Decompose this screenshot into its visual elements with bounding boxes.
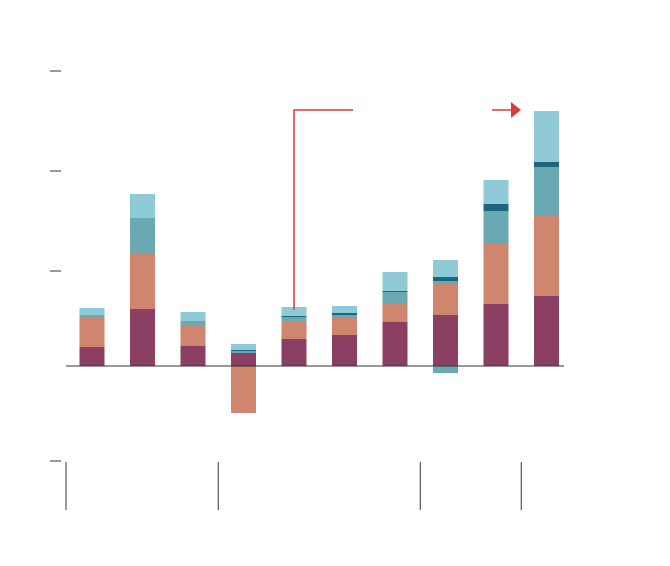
bar-3-segment-5	[180, 312, 206, 321]
bar-9-segment-1	[483, 304, 509, 366]
bar-8-segment-1	[433, 315, 458, 366]
bar-1-segment-5	[79, 308, 105, 315]
bar-5-segment-2	[281, 321, 307, 339]
bar-2-segment-2	[130, 254, 155, 309]
bar-8-segment-6	[433, 366, 458, 373]
bar-10-segment-3	[534, 167, 559, 216]
bar-4-segment-5	[231, 344, 256, 350]
bar-4-segment-1	[231, 353, 256, 366]
bar-7-segment-1	[382, 322, 408, 366]
bar-6-segment-4	[332, 313, 357, 315]
bar-10-segment-5	[534, 111, 559, 162]
bar-4-segment-3	[231, 351, 256, 353]
bar-8-segment-2	[433, 284, 458, 315]
bar-3-segment-3	[180, 321, 206, 325]
bars-layer	[79, 111, 559, 413]
bar-7-segment-5	[382, 272, 408, 291]
group-dividers	[65, 462, 522, 510]
bar-1-segment-3	[79, 315, 105, 317]
bar-6-segment-3	[332, 315, 357, 318]
bar-9-segment-4	[483, 204, 509, 211]
bar-9-segment-2	[483, 244, 509, 304]
bar-1-segment-2	[79, 317, 105, 347]
bar-5-segment-4	[281, 316, 307, 317]
bar-8-segment-3	[433, 281, 458, 284]
bar-2-segment-1	[130, 309, 155, 366]
bar-3-segment-1	[180, 346, 206, 366]
bar-8-segment-5	[433, 260, 458, 277]
bar-7-segment-4	[382, 291, 408, 292]
bar-2-segment-5	[130, 194, 155, 218]
bar-6-segment-1	[332, 335, 357, 366]
y-axis-ticks	[50, 70, 61, 462]
bar-7-segment-3	[382, 292, 408, 304]
bar-2-segment-3	[130, 218, 155, 254]
bar-10-segment-4	[534, 162, 559, 167]
annotation-bracket-line	[293, 109, 353, 310]
bar-10-segment-1	[534, 296, 559, 366]
bar-8-segment-4	[433, 277, 458, 281]
bar-6-segment-5	[332, 306, 357, 313]
bar-3-segment-2	[180, 325, 206, 346]
bar-5-segment-3	[281, 317, 307, 321]
bar-7-segment-2	[382, 304, 408, 322]
bar-5-segment-1	[281, 339, 307, 366]
bar-10-segment-2	[534, 216, 559, 296]
bar-4-segment-4	[231, 350, 256, 351]
bar-9-segment-5	[483, 180, 509, 204]
annotation-arrow-head-icon	[511, 102, 521, 118]
bar-6-segment-2	[332, 318, 357, 335]
bar-9-segment-3	[483, 211, 509, 244]
bar-5-segment-5	[281, 307, 307, 316]
bar-1-segment-1	[79, 347, 105, 366]
bar-4-segment-2	[231, 366, 256, 413]
